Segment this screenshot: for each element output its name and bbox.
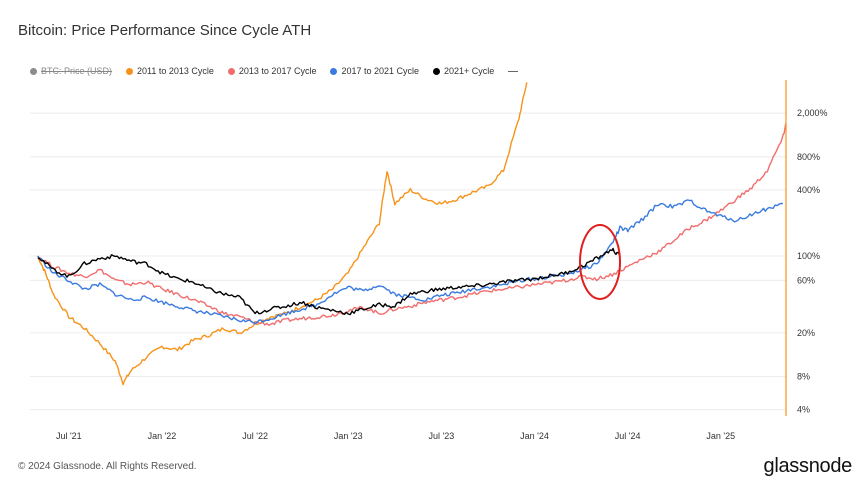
series-lines (37, 82, 787, 386)
x-tick-label: Jul '23 (429, 431, 455, 441)
x-tick-label: Jan '23 (334, 431, 363, 441)
y-tick-label: 800% (797, 152, 820, 162)
x-tick-label: Jan '22 (148, 431, 177, 441)
x-tick-label: Jan '25 (706, 431, 735, 441)
legend-label: 2017 to 2021 Cycle (341, 66, 420, 76)
y-tick-label: 4% (797, 405, 810, 415)
highlight-ellipse (579, 224, 621, 300)
legend-label: 2021+ Cycle (444, 66, 495, 76)
legend-dot-icon (30, 67, 37, 75)
y-tick-label: 20% (797, 328, 815, 338)
x-tick-label: Jul '24 (615, 431, 641, 441)
series-line-2011-to-2013-cycle[interactable] (37, 82, 528, 386)
y-tick-label: 60% (797, 275, 815, 285)
legend-item-more[interactable] (508, 70, 519, 72)
series-line-2013-to-2017-cycle[interactable] (37, 123, 787, 326)
legend-label: 2011 to 2013 Cycle (137, 66, 214, 76)
x-tick-label: Jan '24 (520, 431, 549, 441)
legend-item-btc-price[interactable]: BTC: Price (USD) (30, 66, 112, 76)
x-tick-label: Jul '21 (56, 431, 82, 441)
legend-label: 2013 to 2017 Cycle (238, 66, 317, 76)
glassnode-logo: glassnode (763, 455, 853, 477)
legend-dot-icon (227, 67, 235, 75)
legend-item-2021-plus[interactable]: 2021+ Cycle (433, 66, 494, 76)
x-tick-labels: Jul '21 Jan '22 Jul '22 Jan '23 Jul '23 Jan '… (56, 431, 735, 441)
dash-icon (508, 70, 519, 72)
grid-lines (30, 112, 786, 411)
x-tick-label: Jul '22 (242, 431, 268, 441)
y-tick-label: 400% (797, 185, 820, 195)
chart-title: Bitcoin: Price Performance Since Cycle A… (18, 22, 312, 39)
legend-item-2017-2021[interactable]: 2017 to 2021 Cycle (330, 66, 419, 76)
copyright-text: © 2024 Glassnode. All Rights Reserved. (18, 461, 197, 472)
y-tick-labels: 2,000% 800% 400% 100% 60% 20% 8% 4% (797, 108, 828, 415)
legend-label: BTC: Price (USD) (41, 66, 113, 76)
legend-item-2011-2013[interactable]: 2011 to 2013 Cycle (126, 66, 214, 76)
y-tick-label: 2,000% (797, 108, 828, 118)
y-tick-label: 100% (797, 251, 820, 261)
series-line-2021-cycle[interactable] (37, 247, 621, 316)
chart-legend: BTC: Price (USD) 2011 to 2013 Cycle 2013… (30, 66, 519, 76)
y-tick-label: 8% (797, 372, 810, 382)
legend-item-2013-2017[interactable]: 2013 to 2017 Cycle (227, 66, 317, 76)
series-line-2017-to-2021-cycle[interactable] (37, 199, 783, 325)
legend-dot-icon (433, 67, 441, 75)
legend-dot-icon (126, 67, 134, 75)
legend-dot-icon (330, 67, 338, 75)
